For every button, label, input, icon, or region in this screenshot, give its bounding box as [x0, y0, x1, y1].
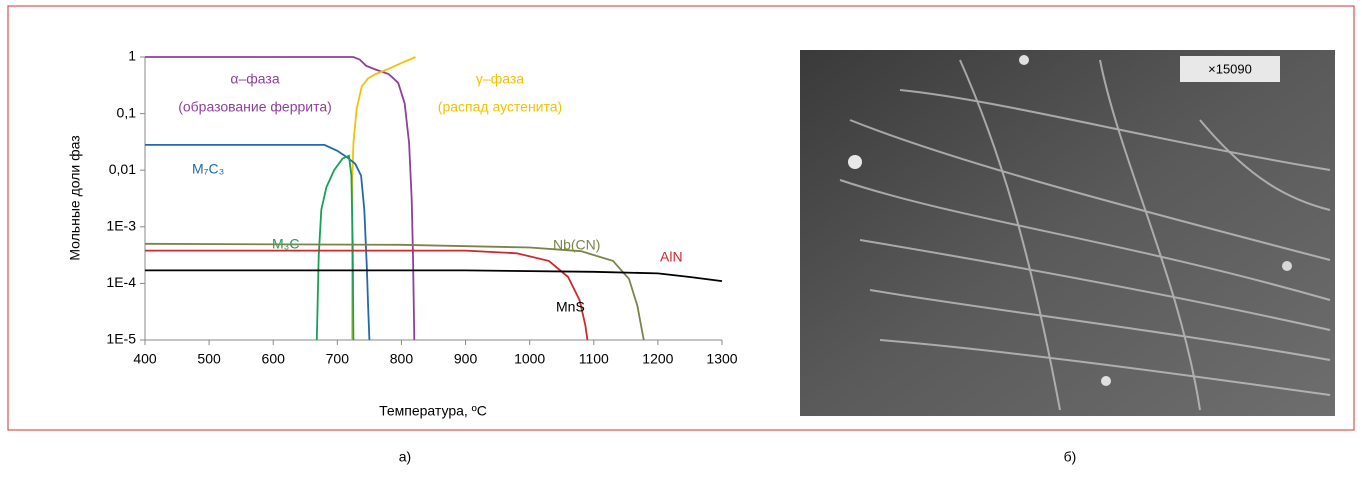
x-tick-label: 800 [390, 351, 414, 367]
caption: а) [399, 449, 411, 465]
x-tick-label: 900 [454, 351, 478, 367]
x-tick-label: 1200 [642, 351, 673, 367]
series-note: (распад аустенита) [438, 99, 562, 115]
series-label: γ–фаза [476, 71, 524, 87]
x-tick-label: 600 [262, 351, 286, 367]
y-tick-label: 0,01 [109, 161, 136, 177]
series-line [145, 145, 369, 340]
y-tick-label: 1E-4 [106, 274, 136, 290]
y-tick-label: 1E-5 [106, 331, 136, 347]
x-tick-label: 700 [326, 351, 350, 367]
series-line [317, 156, 354, 340]
y-axis-title: Мольные доли фаз [67, 135, 83, 260]
series-label: α–фаза [230, 71, 279, 87]
figure: ×15090 а) б) Температура, ºC Мольные дол… [0, 0, 1362, 490]
micrograph: ×15090 [800, 50, 1335, 416]
series-label: MnS [556, 299, 585, 315]
micrograph-label: ×15090 [1208, 61, 1252, 76]
series-line [145, 270, 722, 281]
x-tick-label: 500 [197, 351, 221, 367]
y-tick-label: 1E-3 [106, 218, 136, 234]
y-tick-label: 1 [128, 48, 136, 64]
x-tick-label: 1100 [579, 351, 609, 367]
series-label: M₇C₃ [192, 161, 224, 177]
x-tick-label: 1300 [706, 351, 737, 367]
y-tick-label: 0,1 [117, 104, 137, 120]
series-note: (образование феррита) [178, 99, 332, 115]
x-tick-label: 400 [133, 351, 157, 367]
caption: б) [1064, 449, 1077, 465]
x-axis-title: Температура, ºC [379, 403, 487, 419]
series-line [145, 244, 644, 340]
x-tick-label: 1000 [514, 351, 545, 367]
series-label: AlN [660, 249, 683, 265]
series-line [352, 57, 415, 340]
series-label: Nb(CN) [553, 237, 600, 253]
